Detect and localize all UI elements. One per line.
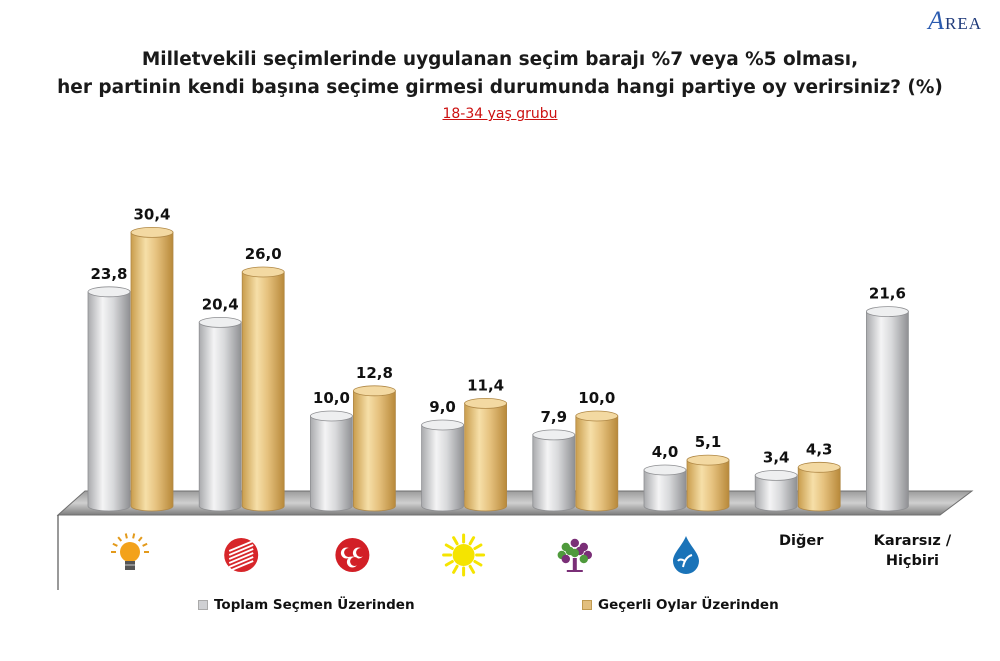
category-axis: Diğer Kararsız / Hiçbiri: [111, 533, 952, 577]
bar-body: [686, 459, 730, 512]
bar-top: [130, 226, 174, 238]
chart-subtitle: 18-34 yaş grubu: [442, 106, 558, 122]
bar-top: [198, 316, 242, 328]
bar-top: [575, 410, 619, 422]
bar-top: [532, 429, 576, 441]
area-logo: AREA: [928, 6, 982, 35]
bar: [532, 429, 576, 512]
bar-body: [87, 291, 131, 512]
bar: [198, 316, 242, 512]
bar-top: [352, 385, 396, 397]
bar-body: [643, 469, 687, 512]
bar: [464, 397, 508, 512]
value-label-layer: 23,8 30,4 20,4 26,0 10,0 12,8 9,0 11,4 7,9 10,0 4,…: [90, 205, 905, 466]
bar: [643, 464, 687, 512]
bar-top: [241, 266, 285, 278]
bar-body: [310, 415, 353, 512]
bar: [754, 469, 798, 512]
bar: [421, 419, 465, 512]
bar: [866, 306, 909, 512]
data-label: 20,4: [202, 295, 239, 313]
bar: [241, 266, 285, 512]
bar: [130, 226, 174, 512]
data-label: 26,0: [245, 245, 282, 263]
bar: [686, 454, 730, 512]
bar: [309, 410, 353, 512]
bar-body: [421, 424, 464, 512]
data-label: 30,4: [133, 205, 170, 223]
bar-top: [309, 410, 353, 422]
chart-title-line-1: Milletvekili seçimlerinde uygulanan seçi…: [141, 49, 859, 70]
bar-body: [532, 434, 576, 512]
data-label: 12,8: [356, 364, 393, 382]
category-label: Diğer: [779, 533, 824, 549]
data-label: 3,4: [763, 448, 790, 466]
bar-top: [754, 469, 798, 481]
data-label: 21,6: [869, 285, 906, 303]
bar-body: [464, 403, 507, 512]
water-drop-icon: [673, 536, 699, 574]
bar: [575, 410, 619, 512]
bar-top: [866, 306, 909, 318]
legend-label-series-1: Toplam Seçmen Üzerinden: [214, 597, 415, 613]
legend-swatch-gold: [582, 600, 592, 610]
bar-layer: [87, 226, 909, 512]
chart-title: Milletvekili seçimlerinde uygulanan seçi…: [0, 46, 1000, 102]
legend-item-series-2: Geçerli Oylar Üzerinden: [582, 597, 779, 613]
bar-body: [754, 475, 798, 512]
bar: [87, 286, 131, 512]
data-label: 4,3: [806, 440, 833, 458]
bar-top: [686, 454, 730, 466]
legend-swatch-silver: [198, 600, 208, 610]
data-label: 11,4: [467, 376, 504, 394]
bar-top: [421, 419, 465, 431]
bar-body: [241, 271, 285, 512]
six-arrows-icon: [224, 538, 259, 572]
legend: Toplam Seçmen Üzerinden Geçerli Oylar Üz…: [0, 597, 1000, 617]
bar-top: [464, 397, 508, 409]
data-label: 5,1: [695, 433, 722, 451]
bar: [352, 385, 396, 512]
bar-body: [198, 322, 242, 512]
data-label: 10,0: [313, 389, 350, 407]
tree-icon: [557, 538, 592, 572]
bar-body: [866, 311, 909, 512]
lightbulb-icon: [111, 533, 149, 570]
bar-body: [797, 466, 841, 512]
bar-body: [353, 390, 396, 512]
data-label: 7,9: [541, 408, 568, 426]
chart-title-line-2: her partinin kendi başına seçime girmesi…: [57, 77, 943, 98]
bar-body: [575, 415, 619, 512]
data-label: 4,0: [652, 443, 679, 461]
bar-top: [643, 464, 687, 476]
crescents-icon: [335, 538, 370, 572]
data-label: 23,8: [90, 265, 127, 283]
bar: [797, 461, 841, 512]
data-label: 9,0: [429, 398, 456, 416]
category-label: Kararsız / Hiçbiri: [874, 533, 952, 569]
bar-top: [797, 461, 841, 473]
data-label: 10,0: [578, 389, 615, 407]
bar-top: [87, 286, 131, 298]
bar-body: [130, 232, 174, 512]
legend-label-series-2: Geçerli Oylar Üzerinden: [598, 597, 779, 613]
legend-item-series-1: Toplam Seçmen Üzerinden: [198, 597, 415, 613]
sun-icon: [442, 533, 486, 577]
